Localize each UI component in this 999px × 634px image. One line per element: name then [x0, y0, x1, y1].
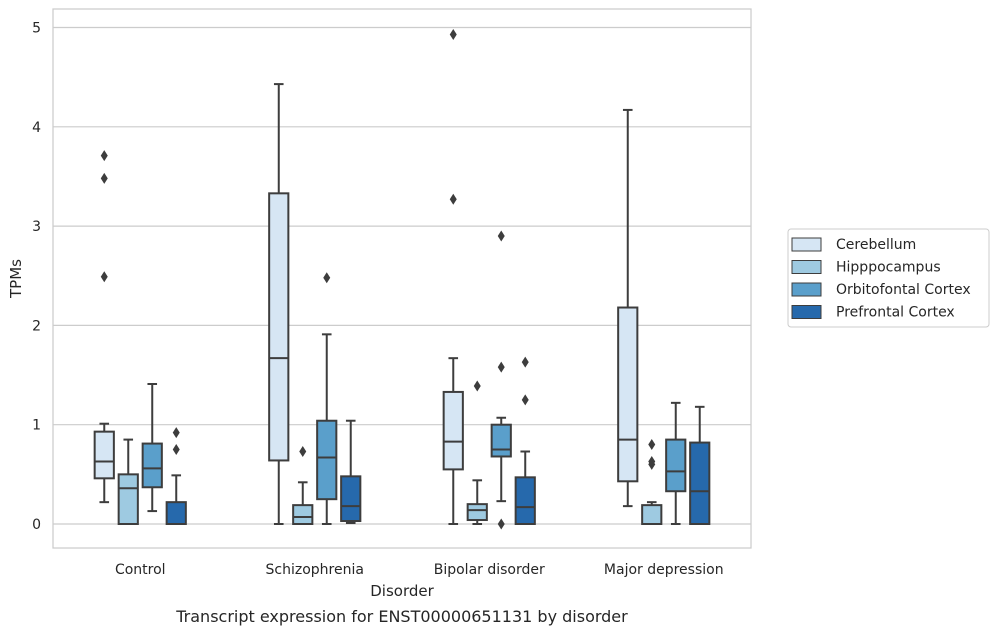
- y-tick-label-2: 2: [32, 318, 41, 334]
- plot-frame: [52, 8, 752, 549]
- y-tick-label-4: 4: [32, 120, 41, 136]
- outlier-point: [521, 356, 529, 368]
- legend-item-orbitofontal-cortex: Orbitofontal Cortex: [791, 282, 971, 298]
- y-tick-label-5: 5: [32, 21, 41, 37]
- outlier-point: [648, 439, 656, 451]
- legend-swatch: [791, 305, 822, 319]
- box-cerebellum-control: [93, 150, 115, 504]
- legend-item-cerebellum: Cerebellum: [791, 237, 916, 253]
- box-iqr: [466, 503, 488, 522]
- x-axis-label: Disorder: [370, 582, 434, 600]
- outlier-point: [172, 427, 180, 439]
- outlier-point: [449, 193, 457, 205]
- box-prefrontal-cortex-bipolar-disorder: [514, 356, 536, 526]
- outlier-point: [100, 172, 108, 184]
- box-iqr: [165, 501, 187, 525]
- box-hipppocampus-bipolar-disorder: [466, 380, 488, 525]
- box-iqr: [665, 438, 687, 493]
- box-iqr: [117, 473, 139, 526]
- outlier-point: [100, 271, 108, 283]
- legend-swatch: [791, 260, 822, 274]
- box-cerebellum-bipolar-disorder: [442, 28, 464, 525]
- box-prefrontal-cortex-major-depression: [689, 405, 711, 526]
- box-iqr: [292, 504, 314, 525]
- plot-boxes: [93, 28, 711, 530]
- legend: Cerebellum Hipppocampus Orbitofontal Corte…: [787, 228, 990, 328]
- box-iqr: [514, 476, 536, 526]
- box-iqr: [141, 442, 163, 489]
- legend-label: Prefrontal Cortex: [836, 305, 955, 321]
- x-tick-label-schizophrenia: Schizophrenia: [266, 562, 364, 578]
- box-prefrontal-cortex-schizophrenia: [340, 419, 362, 525]
- box-iqr: [442, 390, 464, 471]
- chart-caption: Transcript expression for ENST0000065113…: [175, 607, 628, 626]
- outlier-point: [497, 230, 505, 242]
- box-cerebellum-schizophrenia: [268, 83, 290, 525]
- legend-swatch: [791, 237, 822, 252]
- outlier-point: [299, 446, 307, 458]
- box-iqr: [340, 475, 362, 523]
- box-iqr: [93, 430, 115, 480]
- outlier-point: [100, 150, 108, 162]
- x-tick-label-control: Control: [115, 562, 166, 578]
- y-tick-label-3: 3: [32, 219, 41, 235]
- box-iqr: [641, 504, 663, 525]
- legend-label: Hipppocampus: [836, 260, 941, 276]
- y-tick-label-0: 0: [32, 517, 41, 533]
- box-iqr: [316, 419, 338, 501]
- legend-label: Orbitofontal Cortex: [836, 282, 971, 298]
- box-iqr: [689, 441, 711, 526]
- box-iqr: [617, 306, 639, 483]
- legend-item-hipppocampus: Hipppocampus: [791, 260, 941, 276]
- box-iqr: [268, 192, 290, 462]
- outlier-point: [497, 361, 505, 373]
- box-orbitofontal-cortex-bipolar-disorder: [490, 230, 512, 530]
- box-hipppocampus-major-depression: [641, 439, 663, 525]
- box-orbitofontal-cortex-major-depression: [665, 401, 687, 525]
- gridlines: [53, 26, 751, 525]
- legend-swatch: [791, 282, 822, 297]
- outlier-point: [497, 518, 505, 530]
- outlier-point: [521, 394, 529, 406]
- box-cerebellum-major-depression: [617, 108, 639, 508]
- x-tick-label-major-depression: Major depression: [604, 562, 724, 578]
- x-tick-labels: Control Schizophrenia Bipolar disorder Majo…: [115, 562, 724, 578]
- outlier-point: [323, 272, 331, 284]
- box-hipppocampus-control: [117, 438, 139, 526]
- box-hipppocampus-schizophrenia: [292, 446, 314, 525]
- box-iqr: [490, 423, 512, 458]
- y-tick-label-1: 1: [32, 418, 41, 434]
- legend-item-prefrontal-cortex: Prefrontal Cortex: [791, 305, 955, 321]
- legend-frame: [787, 228, 990, 328]
- box-prefrontal-cortex-control: [165, 427, 187, 525]
- y-axis-label: TPMs: [7, 259, 25, 299]
- x-tick-label-bipolar-disorder: Bipolar disorder: [434, 562, 545, 578]
- y-tick-labels: 0 1 2 3 4 5: [32, 21, 41, 534]
- outlier-point: [449, 28, 457, 40]
- legend-label: Cerebellum: [836, 237, 916, 253]
- outlier-point: [172, 444, 180, 456]
- outlier-point: [473, 380, 481, 392]
- outlier-point: [648, 455, 656, 467]
- box-orbitofontal-cortex-schizophrenia: [316, 272, 338, 525]
- box-orbitofontal-cortex-control: [141, 382, 163, 513]
